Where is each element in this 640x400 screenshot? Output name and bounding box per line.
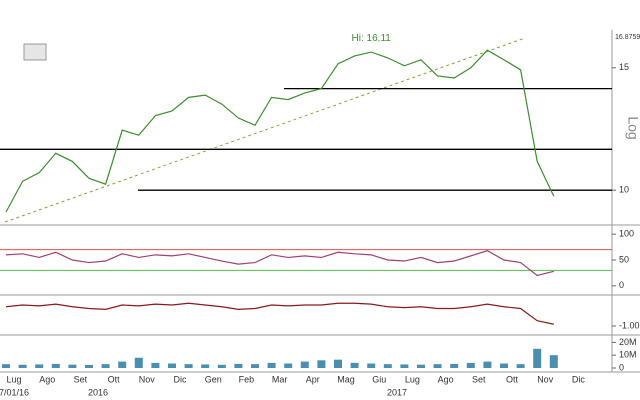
bar	[267, 362, 276, 368]
x-tick-label: Dic	[572, 374, 585, 384]
x-tick-label: Apr	[306, 374, 320, 384]
x-tick-label: Set	[74, 374, 88, 384]
x-tick-label: Giu	[372, 374, 386, 384]
bar	[383, 364, 392, 368]
bar	[85, 364, 93, 368]
bar	[168, 363, 176, 368]
bar	[317, 360, 326, 368]
year-label: 2016	[88, 387, 108, 397]
bar	[18, 364, 27, 368]
annotation: Hi: 16.11	[352, 33, 392, 44]
last-price-label: 16.8759	[615, 34, 640, 41]
bar	[118, 361, 127, 368]
x-tick-label: Lug	[405, 374, 420, 384]
bar	[300, 361, 309, 368]
y-tick-label: 15	[619, 62, 629, 72]
bar	[201, 364, 210, 368]
bar	[400, 364, 409, 368]
x-tick-label: Lug	[6, 374, 21, 384]
bar	[433, 364, 442, 368]
y-tick-label: 0	[619, 362, 624, 372]
bar	[533, 348, 542, 368]
x-tick-label: Set	[472, 374, 486, 384]
toolbar-box[interactable]	[23, 43, 47, 61]
trend-line	[4, 37, 526, 223]
bar	[68, 364, 77, 368]
x-tick-label: Dic	[174, 374, 187, 384]
axis-label: Log	[625, 116, 640, 139]
bar	[251, 364, 259, 368]
y-tick-label: 50	[619, 254, 629, 264]
x-tick-label: Ott	[108, 374, 121, 384]
bar	[51, 363, 60, 368]
bar	[101, 364, 110, 368]
year-label: 2017	[387, 387, 407, 397]
bar	[284, 363, 293, 368]
y-tick-label: 10M	[619, 350, 637, 360]
bar	[184, 364, 193, 368]
bar	[483, 361, 492, 368]
y-tick-label: 100	[619, 229, 634, 239]
bar	[134, 357, 143, 368]
bar	[334, 359, 342, 368]
x-tick-label: Mar	[272, 374, 288, 384]
bar	[217, 364, 226, 368]
series-line	[5, 49, 555, 213]
bar	[367, 363, 376, 368]
series-line	[5, 302, 554, 325]
x-tick-label: Nov	[537, 374, 554, 384]
bar	[500, 363, 508, 368]
x-tick-label: Mag	[337, 374, 355, 384]
x-tick-label: Ago	[39, 374, 55, 384]
bar	[466, 362, 475, 368]
x-tick-label: Feb	[239, 374, 255, 384]
series-line	[5, 250, 554, 277]
date-label: 07/01/16	[0, 387, 29, 397]
bar	[350, 362, 359, 368]
bar	[549, 355, 558, 368]
x-tick-label: Nov	[139, 374, 156, 384]
bar	[35, 364, 44, 368]
x-tick-label: Gen	[205, 374, 222, 384]
bar	[417, 364, 425, 368]
bar	[234, 363, 243, 368]
bar	[151, 362, 160, 368]
bar	[450, 363, 459, 368]
y-tick-label: 20M	[619, 337, 637, 347]
y-tick-label: 0	[619, 280, 624, 290]
y-tick-label: -1.00	[619, 320, 640, 330]
bar	[516, 364, 525, 368]
x-tick-label: Ott	[506, 374, 519, 384]
x-tick-label: Ago	[438, 374, 454, 384]
bar	[2, 364, 10, 368]
y-tick-label: 10	[619, 185, 629, 195]
